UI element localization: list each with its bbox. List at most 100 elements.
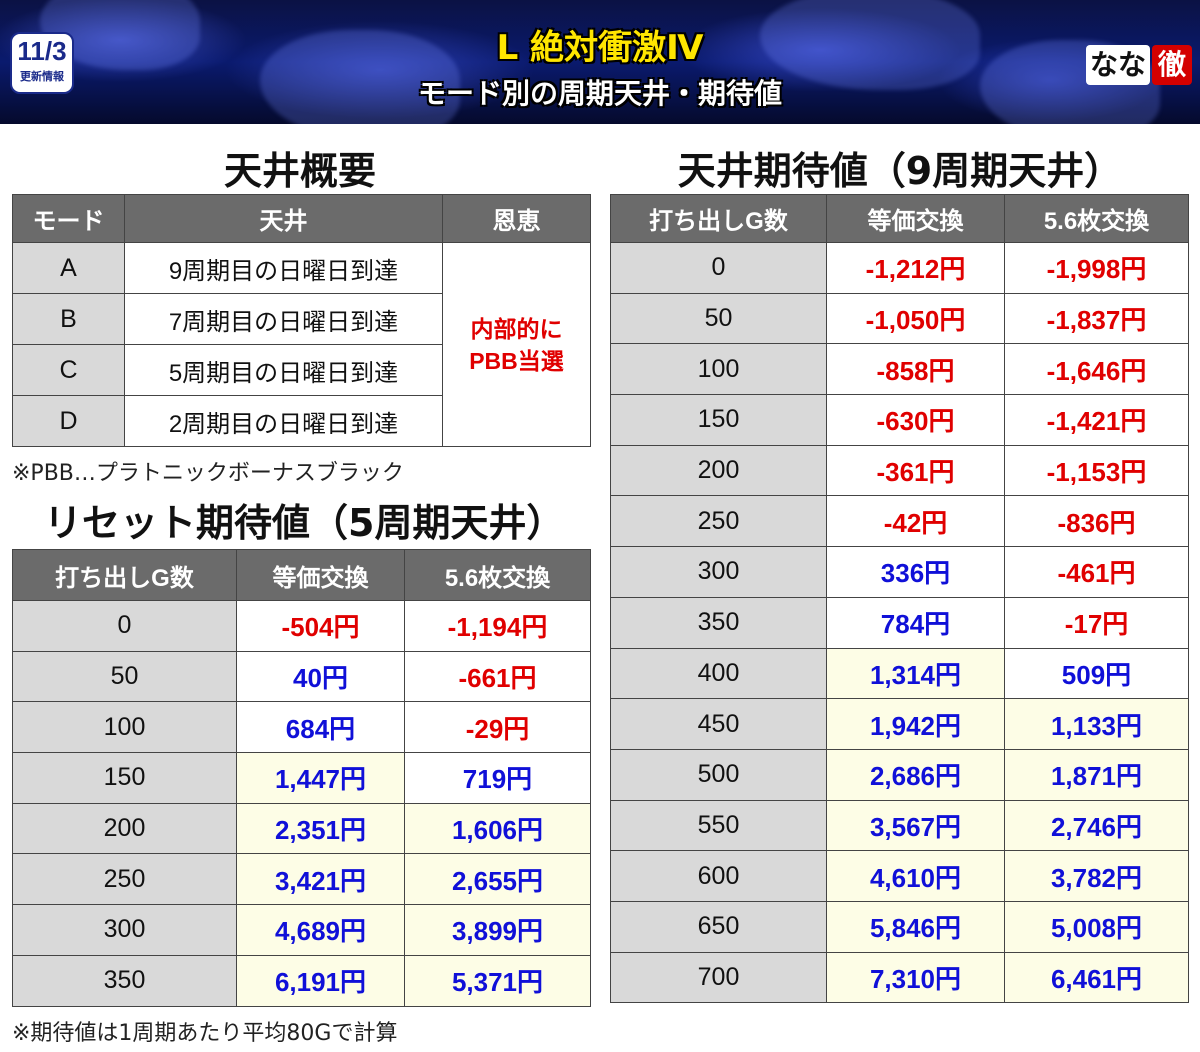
ceiling-ev-title: 天井期待値（9周期天井） [677,149,1123,193]
equal-exchange-cell: 1,942円 [826,698,1005,750]
mode-cell: A [12,242,125,294]
equal-exchange-cell: 1,314円 [826,647,1005,700]
ceiling-cell: 5周期目の日曜日到達 [124,344,443,396]
mode-cell: D [12,395,125,447]
games-cell: 600 [610,850,827,902]
equal-exchange-cell: 336円 [826,546,1005,598]
logo-text: なな [1085,45,1150,85]
rate-56-exchange-cell: 1,606円 [404,802,591,855]
equal-exchange-cell: 5,846円 [826,900,1005,953]
site-logo: なな 徹 [1085,44,1192,86]
games-cell: 450 [610,698,827,750]
rate-56-exchange-cell: -1,153円 [1004,444,1189,497]
ceiling-overview-table: モード 天井 恩恵 A 9周期目の日曜日到達 内部的に PBB当選 B 7周期目… [12,194,591,447]
games-cell: 150 [12,752,237,804]
column-header: 恩恵 [442,194,591,243]
update-date: 11/3 [17,36,67,66]
rate-56-exchange-cell: -1,837円 [1004,292,1189,345]
equal-exchange-cell: 3,567円 [826,799,1005,852]
equal-exchange-cell: 6,191円 [236,954,405,1007]
ceiling-overview-title: 天井概要 [223,149,376,193]
games-cell: 200 [12,802,237,855]
games-cell: 550 [610,799,827,852]
rate-56-exchange-cell: -461円 [1004,546,1189,598]
rate-56-exchange-cell: 2,746円 [1004,799,1189,852]
reset-ev-title: リセット期待値（5周期天井） [44,501,565,545]
equal-exchange-cell: 2,686円 [826,748,1005,801]
column-header: モード [12,194,125,243]
table-row: 550 3,567円 2,746円 [610,799,1189,852]
table-row: 200 2,351円 1,606円 [12,802,591,855]
equal-exchange-cell: -858円 [826,343,1005,396]
flame-decoration [760,0,980,90]
games-cell: 400 [610,647,827,700]
rate-56-exchange-cell: -1,194円 [404,600,591,652]
games-cell: 250 [12,853,237,906]
rate-56-exchange-cell: 5,371円 [404,954,591,1007]
equal-exchange-cell: -42円 [826,495,1005,548]
table-row: 500 2,686円 1,871円 [610,748,1189,801]
table-row: 300 4,689円 3,899円 [12,904,591,956]
column-header: 打ち出しG数 [12,549,237,601]
games-cell: 300 [610,546,827,598]
rate-56-exchange-cell: 1,871円 [1004,748,1189,801]
column-header: 等価交換 [826,194,1005,243]
rate-56-exchange-cell: 6,461円 [1004,951,1189,1004]
equal-exchange-cell: -361円 [826,444,1005,497]
calc-note: ※期待値は1周期あたり平均80Gで計算 [12,1021,398,1046]
benefit-line: 内部的に [470,315,563,342]
column-header: 打ち出しG数 [610,194,827,243]
equal-exchange-cell: -504円 [236,600,405,652]
table-row: 700 7,310円 6,461円 [610,951,1189,1004]
column-header: 等価交換 [236,549,405,601]
rate-56-exchange-cell: -29円 [404,701,591,754]
games-cell: 700 [610,951,827,1004]
table-row: D 2周期目の日曜日到達 [12,395,591,447]
table-row: 150 1,447円 719円 [12,752,591,804]
ceiling-cell: 7周期目の日曜日到達 [124,293,443,345]
table-row: 0 -504円 -1,194円 [12,600,591,652]
table-row: 450 1,942円 1,133円 [610,698,1189,750]
rate-56-exchange-cell: 2,655円 [404,853,591,906]
table-row: 50 -1,050円 -1,837円 [610,292,1189,345]
games-cell: 0 [12,600,237,652]
games-cell: 300 [12,904,237,956]
rate-56-exchange-cell: 1,133円 [1004,698,1189,750]
table-row: 650 5,846円 5,008円 [610,900,1189,953]
table-row: 250 3,421円 2,655円 [12,853,591,906]
ceiling-ev-table: 打ち出しG数 等価交換 5.6枚交換 0 -1,212円 -1,998円 50 -1,0… [610,194,1189,1004]
table-row: 0 -1,212円 -1,998円 [610,242,1189,294]
table-row: 350 784円 -17円 [610,596,1189,649]
rate-56-exchange-cell: 509円 [1004,647,1189,700]
equal-exchange-cell: 684円 [236,701,405,754]
table-header-row: 打ち出しG数 等価交換 5.6枚交換 [610,194,1189,243]
rate-56-exchange-cell: -1,998円 [1004,242,1189,294]
table-row: 400 1,314円 509円 [610,647,1189,700]
rate-56-exchange-cell: -17円 [1004,596,1189,649]
column-header: 天井 [124,194,443,243]
table-row: 50 40円 -661円 [12,650,591,703]
rate-56-exchange-cell: 3,782円 [1004,850,1189,902]
table-row: 150 -630円 -1,421円 [610,394,1189,446]
rate-56-exchange-cell: 719円 [404,752,591,804]
games-cell: 50 [610,292,827,345]
flame-decoration [260,30,460,124]
games-cell: 500 [610,748,827,801]
benefit-line: PBB当選 [469,347,564,374]
games-cell: 50 [12,650,237,703]
equal-exchange-cell: 3,421円 [236,853,405,906]
table-row: 600 4,610円 3,782円 [610,850,1189,902]
header-banner: 11/3 更新情報 L 絶対衝激Ⅳ モード別の周期天井・期待値 なな 徹 [0,0,1200,124]
table-row: B 7周期目の日曜日到達 [12,293,591,345]
table-row: 250 -42円 -836円 [610,495,1189,548]
reset-ev-table: 打ち出しG数 等価交換 5.6枚交換 0 -504円 -1,194円 50 40円 -66… [12,549,591,1007]
games-cell: 150 [610,394,827,446]
games-cell: 200 [610,444,827,497]
rate-56-exchange-cell: 5,008円 [1004,900,1189,953]
equal-exchange-cell: 4,610円 [826,850,1005,902]
games-cell: 650 [610,900,827,953]
ceiling-cell: 9周期目の日曜日到達 [124,242,443,294]
update-caption: 更新情報 [20,70,64,83]
games-cell: 350 [12,954,237,1007]
games-cell: 100 [12,701,237,754]
